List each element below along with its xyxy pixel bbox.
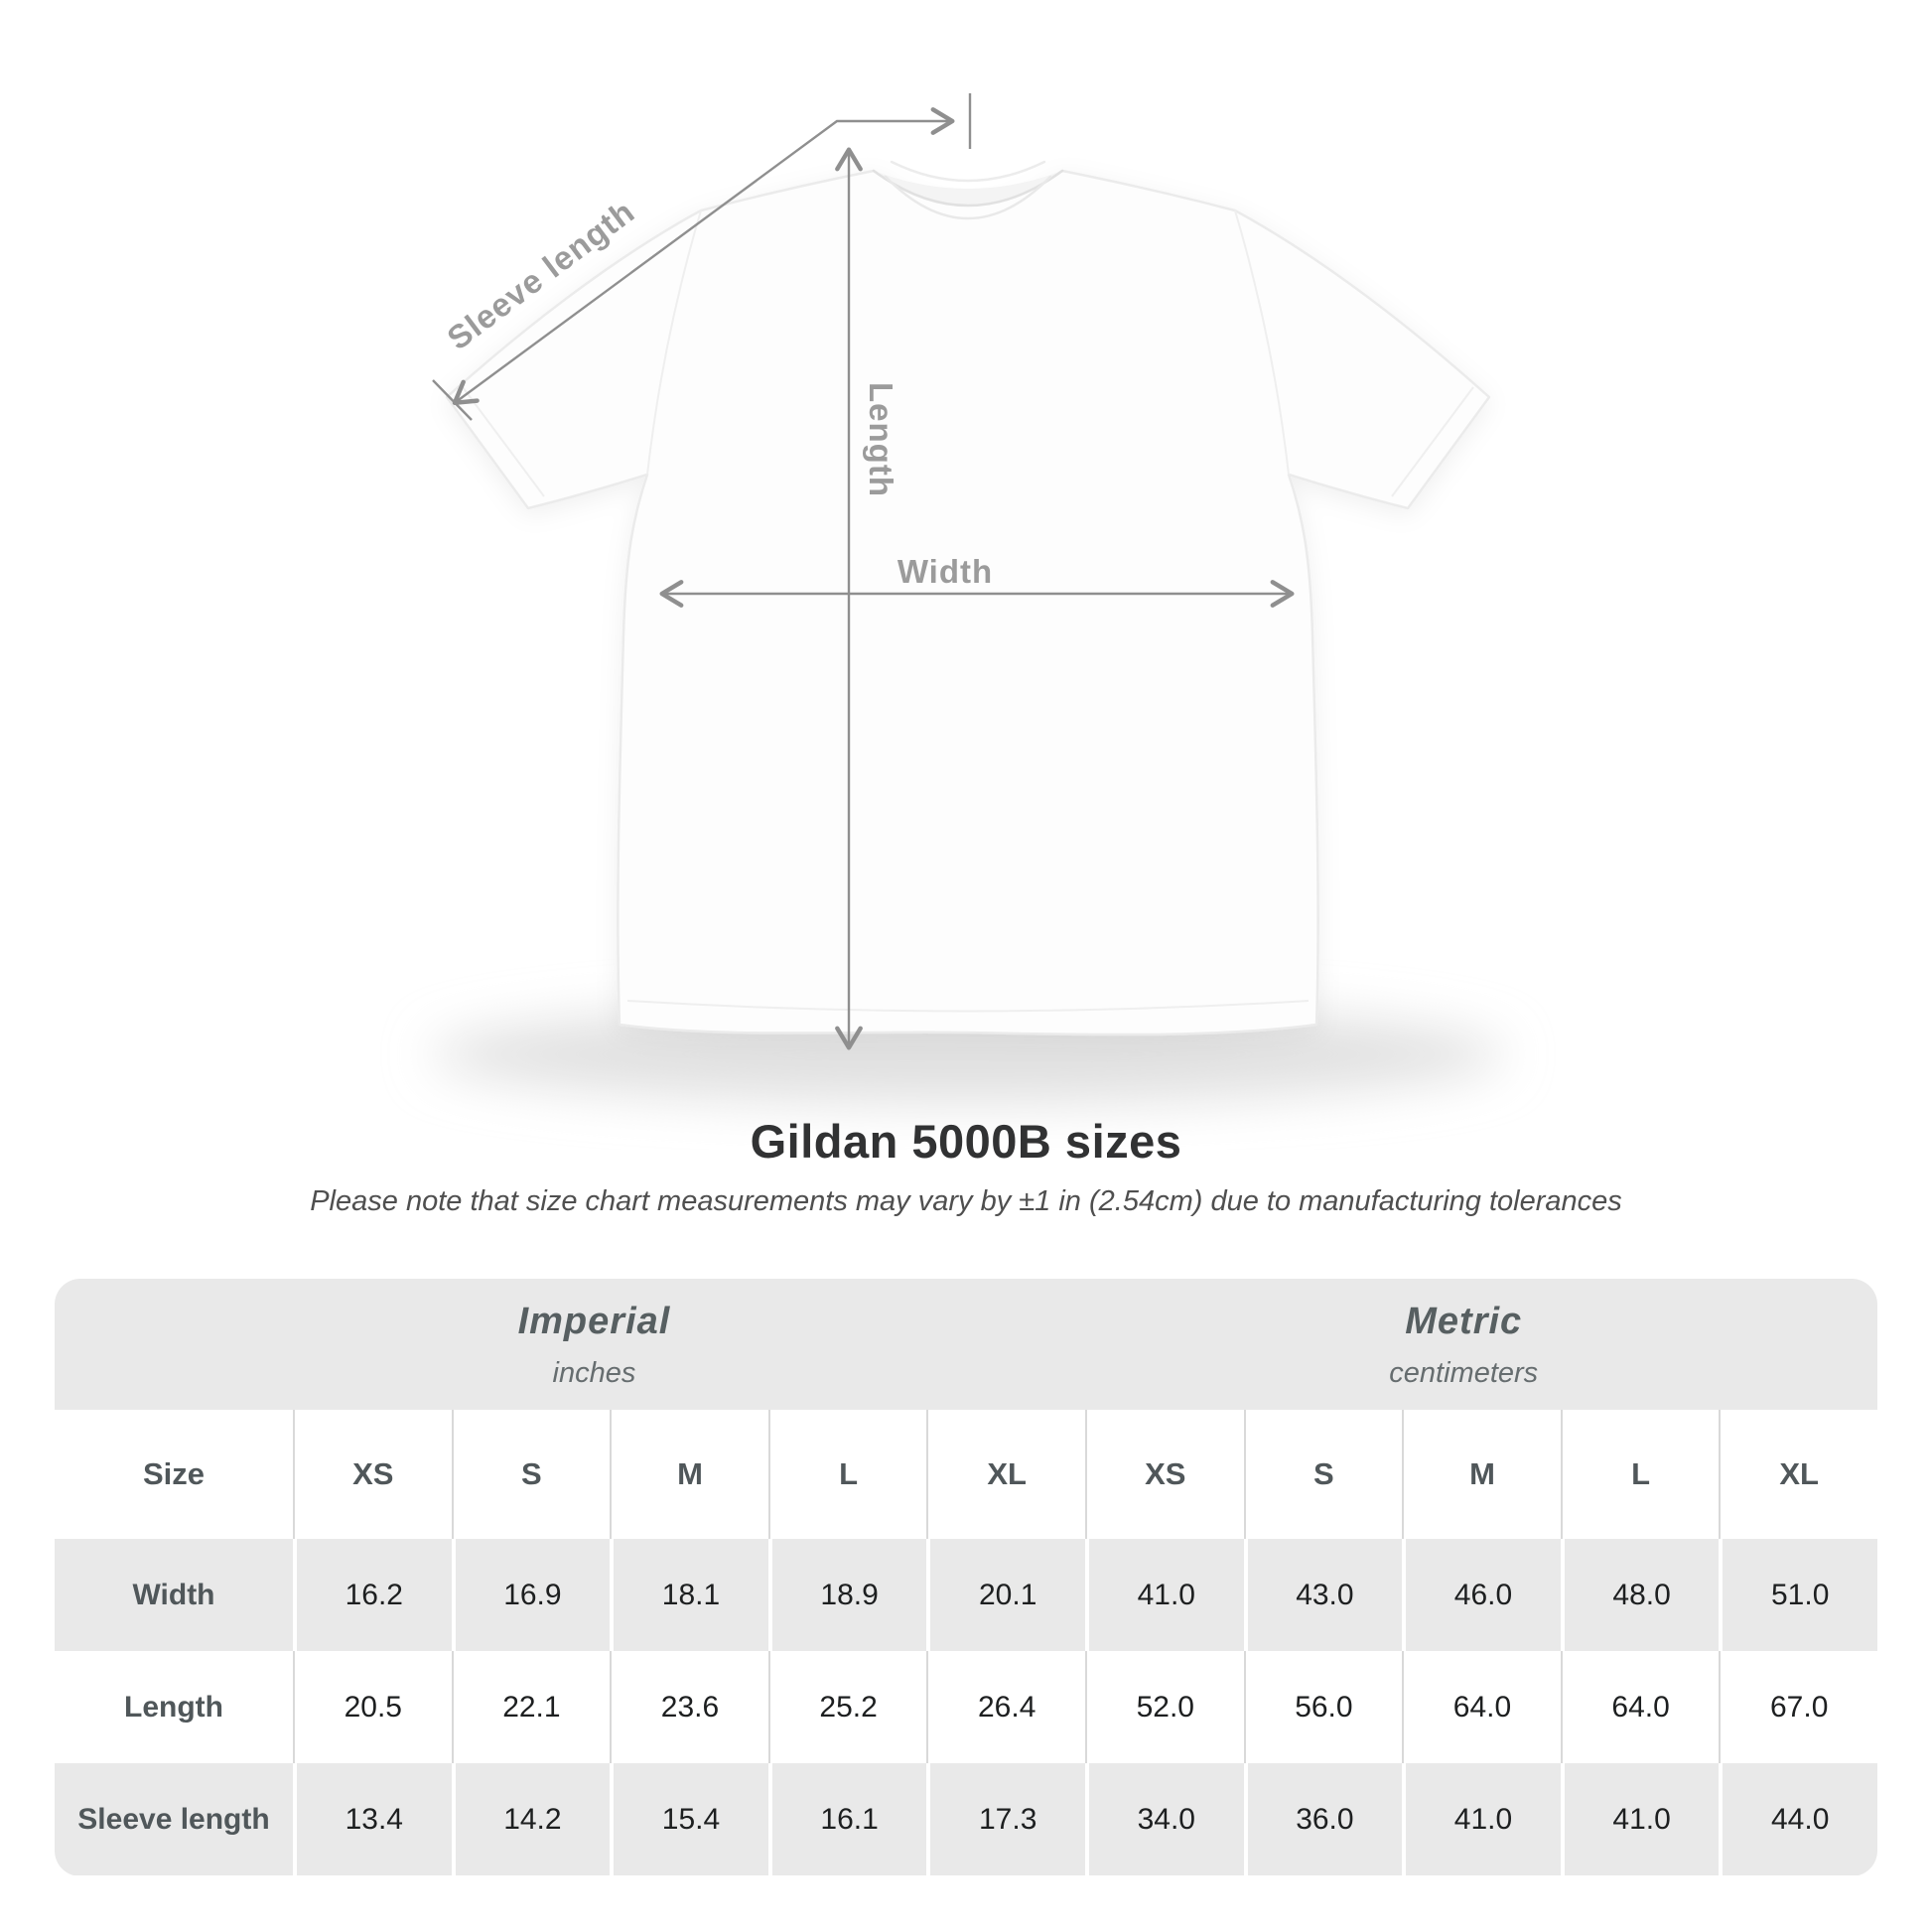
measurement-cell: 67.0 xyxy=(1719,1651,1877,1763)
measurement-cell: 17.3 xyxy=(926,1763,1085,1875)
row-label: Sleeve length xyxy=(77,1802,270,1836)
header-imperial-l: L xyxy=(767,1410,927,1539)
metric-title: Metric xyxy=(1405,1301,1523,1342)
measurement-cell: 26.4 xyxy=(926,1651,1085,1763)
measurement-cell: 64.0 xyxy=(1402,1651,1561,1763)
measurement-cell: 64.0 xyxy=(1560,1651,1720,1763)
length-label: Length xyxy=(863,382,899,497)
measurement-cell: 16.2 xyxy=(293,1539,452,1651)
measurement-cell: 16.1 xyxy=(767,1763,927,1875)
table-row-width: Width 16.2 16.9 18.1 18.9 20.1 41.0 43.0… xyxy=(55,1539,1877,1651)
measurement-cell: 41.0 xyxy=(1560,1763,1720,1875)
size-column-header: Size xyxy=(142,1456,206,1491)
measurement-cell: 15.4 xyxy=(610,1763,768,1875)
width-label: Width xyxy=(897,553,994,590)
tshirt-silhouette xyxy=(445,169,1491,1036)
tolerance-note: Please note that size chart measurements… xyxy=(310,1185,1622,1217)
header-imperial-s: S xyxy=(451,1410,611,1539)
measurement-cell: 34.0 xyxy=(1085,1763,1244,1875)
size-header-row: Size XS S M L XL XS S M L XL xyxy=(55,1410,1877,1539)
header-metric-m: M xyxy=(1402,1410,1561,1539)
measurement-cell: 44.0 xyxy=(1719,1763,1877,1875)
measurement-cell: 14.2 xyxy=(451,1763,611,1875)
size-table: Imperial inches Metric centimeters Size … xyxy=(55,1279,1877,1876)
table-row-sleeve-length: Sleeve length 13.4 14.2 15.4 16.1 17.3 3… xyxy=(55,1763,1877,1875)
caption: Gildan 5000B sizes Please note that size… xyxy=(0,1114,1932,1218)
metric-unit-label: centimeters xyxy=(1389,1357,1539,1389)
page-title: Gildan 5000B sizes xyxy=(750,1115,1182,1168)
size-diagram: Sleeve length Length Width xyxy=(432,93,1504,1102)
imperial-title: Imperial xyxy=(517,1301,671,1342)
row-label: Length xyxy=(124,1690,223,1724)
measurement-cell: 46.0 xyxy=(1402,1539,1561,1651)
measurement-cell: 36.0 xyxy=(1243,1763,1403,1875)
header-metric-l: L xyxy=(1560,1410,1720,1539)
header-imperial-xs: XS xyxy=(293,1410,452,1539)
measurement-cell: 18.9 xyxy=(767,1539,927,1651)
header-metric-xl: XL xyxy=(1719,1410,1877,1539)
measurement-cell: 23.6 xyxy=(610,1651,768,1763)
header-metric-xs: XS xyxy=(1085,1410,1244,1539)
measurement-cell: 13.4 xyxy=(293,1763,452,1875)
measurement-cell: 41.0 xyxy=(1402,1763,1561,1875)
row-label: Width xyxy=(132,1578,215,1611)
units-band: Imperial inches Metric centimeters xyxy=(55,1279,1877,1410)
measurement-cell: 48.0 xyxy=(1560,1539,1720,1651)
metric-unit-header: Metric centimeters xyxy=(1389,1301,1538,1390)
measurement-cell: 56.0 xyxy=(1243,1651,1403,1763)
header-imperial-m: M xyxy=(610,1410,768,1539)
measurement-cell: 20.1 xyxy=(926,1539,1085,1651)
header-metric-s: S xyxy=(1243,1410,1403,1539)
measurement-cell: 20.5 xyxy=(293,1651,452,1763)
measurement-cell: 22.1 xyxy=(451,1651,611,1763)
measurement-cell: 25.2 xyxy=(767,1651,927,1763)
measurement-cell: 16.9 xyxy=(451,1539,611,1651)
measurement-cell: 51.0 xyxy=(1719,1539,1877,1651)
imperial-unit-header: Imperial inches xyxy=(518,1301,671,1390)
measurement-cell: 18.1 xyxy=(610,1539,768,1651)
header-imperial-xl: XL xyxy=(926,1410,1085,1539)
table-row-length: Length 20.5 22.1 23.6 25.2 26.4 52.0 56.… xyxy=(55,1651,1877,1763)
measurement-cell: 41.0 xyxy=(1085,1539,1244,1651)
measurement-cell: 43.0 xyxy=(1243,1539,1403,1651)
imperial-unit-label: inches xyxy=(552,1357,636,1389)
measurement-cell: 52.0 xyxy=(1085,1651,1244,1763)
